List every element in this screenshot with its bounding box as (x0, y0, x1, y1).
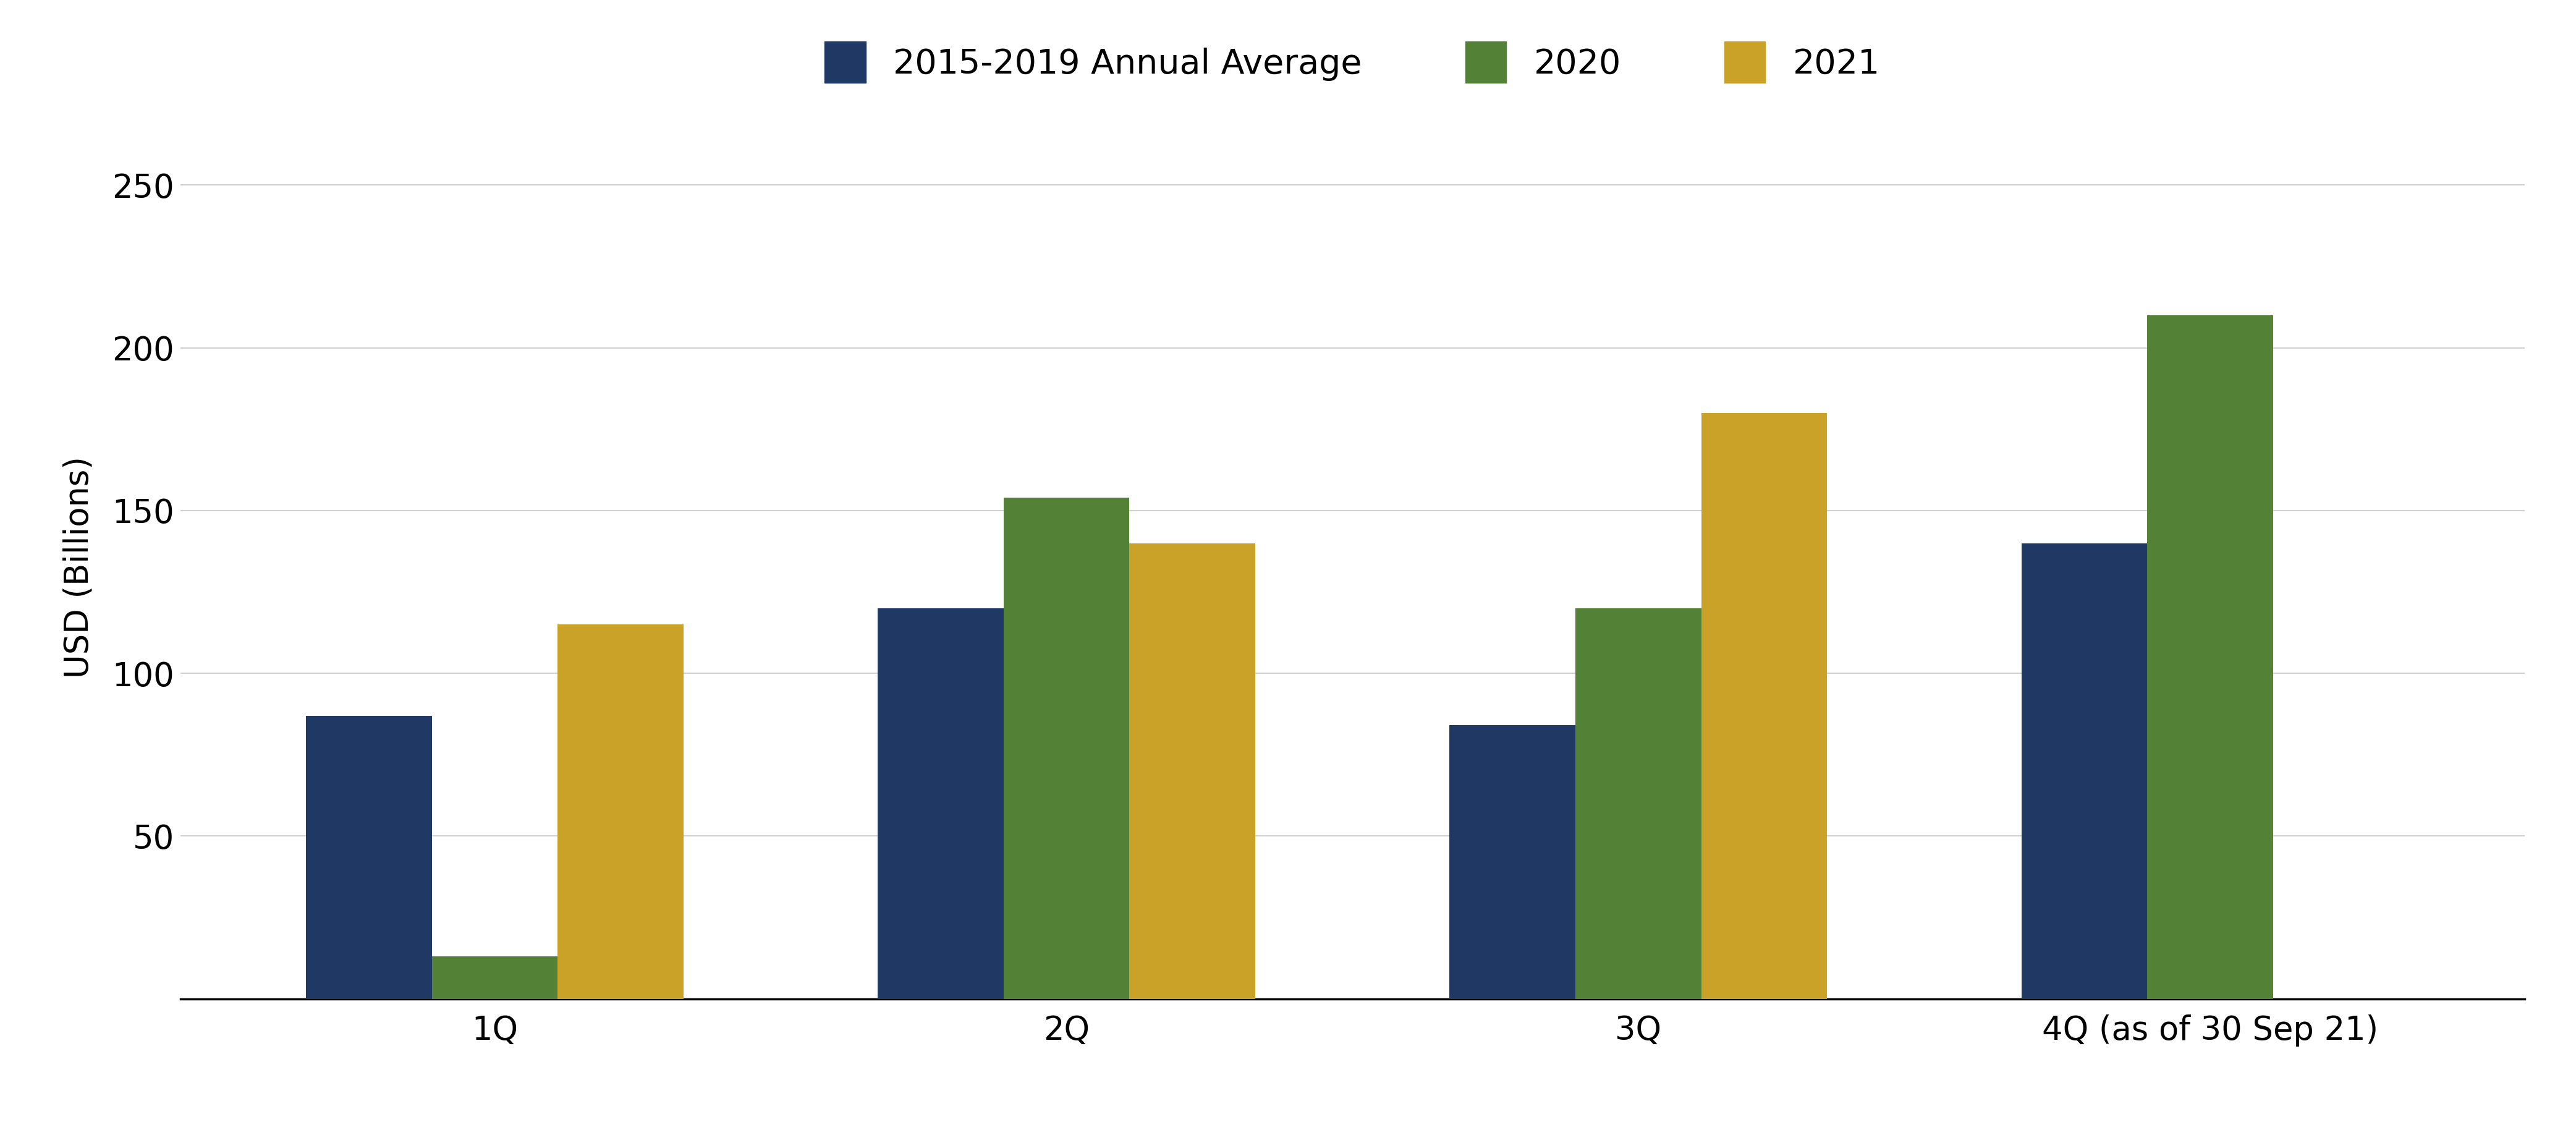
Bar (556, 624, 683, 999)
Bar (1700, 413, 1826, 999)
Bar (307, 715, 433, 999)
Y-axis label: USD (Billions): USD (Billions) (62, 456, 95, 679)
Bar (2022, 543, 2148, 999)
Bar (1450, 725, 1577, 999)
Bar (878, 608, 1005, 999)
Bar (2148, 316, 2272, 999)
Bar (1005, 497, 1128, 999)
Bar (433, 957, 556, 999)
Bar (1577, 608, 1700, 999)
Bar (1128, 543, 1255, 999)
Legend: 2015-2019 Annual Average, 2020, 2021: 2015-2019 Annual Average, 2020, 2021 (824, 41, 1880, 83)
